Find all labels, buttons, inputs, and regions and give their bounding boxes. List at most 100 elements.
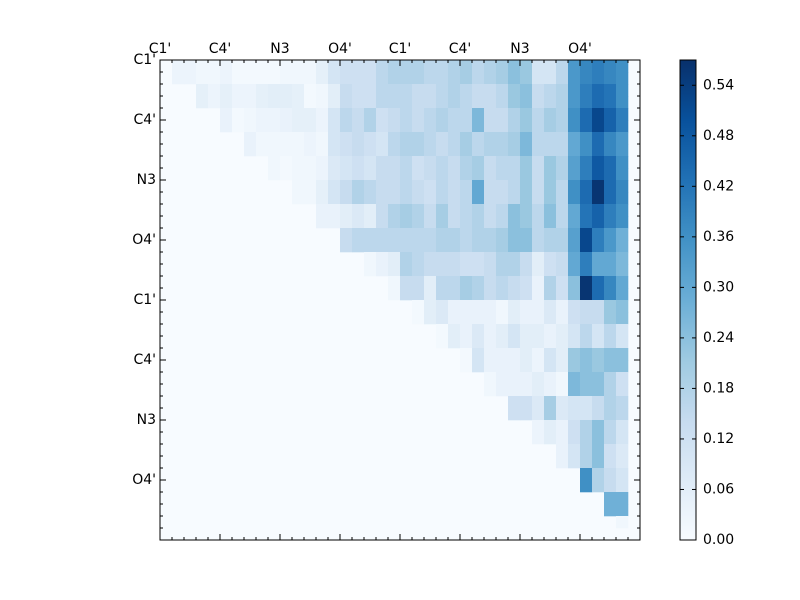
heatmap-cell: [448, 204, 461, 217]
heatmap-cell: [520, 216, 533, 229]
heatmap-cell: [424, 300, 437, 313]
heatmap-cell: [568, 84, 581, 97]
heatmap-cell: [424, 204, 437, 217]
heatmap-cell: [472, 252, 485, 265]
y-tick-label: N3: [137, 172, 156, 188]
heatmap-cell: [616, 384, 629, 397]
heatmap-cell: [376, 168, 389, 181]
heatmap-cell: [616, 324, 629, 337]
x-tick-label: O4': [568, 41, 592, 57]
heatmap-cell: [520, 384, 533, 397]
heatmap-cell: [328, 120, 341, 133]
heatmap-cell: [544, 288, 557, 301]
heatmap-cell: [376, 108, 389, 121]
heatmap-cell: [448, 324, 461, 337]
heatmap-cell: [580, 324, 593, 337]
heatmap-cell: [508, 216, 521, 229]
heatmap-cell: [328, 156, 341, 169]
heatmap-cell: [424, 60, 437, 73]
heatmap-cell: [556, 252, 569, 265]
heatmap-cell: [580, 228, 593, 241]
heatmap-cell: [616, 372, 629, 385]
heatmap-cell: [592, 204, 605, 217]
heatmap-cell: [292, 180, 305, 193]
heatmap-cell: [424, 228, 437, 241]
heatmap-cell: [508, 180, 521, 193]
heatmap-cell: [232, 84, 245, 97]
heatmap-cell: [316, 156, 329, 169]
heatmap-cell: [472, 288, 485, 301]
x-tick-label: C4': [449, 41, 472, 57]
heatmap-cell: [472, 84, 485, 97]
heatmap-cell: [400, 288, 413, 301]
heatmap-cell: [448, 144, 461, 157]
heatmap-cell: [496, 168, 509, 181]
heatmap-cell: [532, 336, 545, 349]
heatmap-cell: [496, 336, 509, 349]
heatmap-cell: [556, 276, 569, 289]
heatmap-cell: [604, 108, 617, 121]
heatmap-cell: [352, 84, 365, 97]
heatmap-cell: [460, 192, 473, 205]
heatmap-cell: [472, 180, 485, 193]
heatmap-cell: [340, 132, 353, 145]
heatmap-cell: [580, 336, 593, 349]
heatmap-cell: [220, 60, 233, 73]
heatmap-cell: [352, 96, 365, 109]
heatmap-cell: [364, 84, 377, 97]
heatmap-cell: [544, 396, 557, 409]
heatmap-cell: [460, 264, 473, 277]
heatmap-cell: [364, 60, 377, 73]
heatmap-cell: [388, 120, 401, 133]
heatmap-cell: [304, 156, 317, 169]
heatmap-cell: [604, 60, 617, 73]
heatmap-cell: [376, 60, 389, 73]
heatmap-cell: [616, 276, 629, 289]
axis-ticks: [159, 59, 641, 541]
heatmap-cell: [592, 108, 605, 121]
heatmap-cell: [508, 372, 521, 385]
heatmap-cell: [388, 132, 401, 145]
heatmap-cell: [412, 120, 425, 133]
heatmap-cell: [532, 360, 545, 373]
heatmap-cell: [544, 60, 557, 73]
heatmap-cell: [292, 72, 305, 85]
heatmap-cell: [400, 276, 413, 289]
colorbar-tick-label: 0.48: [703, 128, 734, 144]
heatmap-cell: [496, 84, 509, 97]
heatmap-cell: [472, 240, 485, 253]
heatmap-cell: [472, 216, 485, 229]
heatmap-cell: [292, 168, 305, 181]
heatmap-cell: [412, 168, 425, 181]
heatmap-cell: [448, 60, 461, 73]
heatmap-cell: [520, 360, 533, 373]
heatmap-cell: [256, 96, 269, 109]
heatmap-cell: [592, 456, 605, 469]
heatmap-cell: [448, 168, 461, 181]
heatmap-cell: [544, 72, 557, 85]
heatmap-cell: [304, 96, 317, 109]
heatmap-cell: [376, 120, 389, 133]
heatmap-cell: [592, 264, 605, 277]
heatmap-cell: [424, 168, 437, 181]
heatmap-cell: [472, 120, 485, 133]
heatmap-cell: [604, 360, 617, 373]
heatmap-cell: [436, 336, 449, 349]
heatmap-cell: [376, 204, 389, 217]
heatmap-cell: [412, 204, 425, 217]
heatmap-cell: [580, 180, 593, 193]
heatmap-cell: [580, 444, 593, 457]
heatmap-cell: [352, 216, 365, 229]
heatmap-cell: [472, 96, 485, 109]
heatmap-cell: [568, 252, 581, 265]
heatmap-cell: [616, 204, 629, 217]
heatmap-cell: [508, 300, 521, 313]
heatmap-cell: [376, 156, 389, 169]
heatmap-cell: [460, 360, 473, 373]
heatmap-cell: [388, 216, 401, 229]
heatmap-cell: [592, 216, 605, 229]
heatmap-cell: [532, 168, 545, 181]
heatmap-cell: [340, 180, 353, 193]
heatmap-cell: [556, 96, 569, 109]
heatmap-cell: [400, 60, 413, 73]
